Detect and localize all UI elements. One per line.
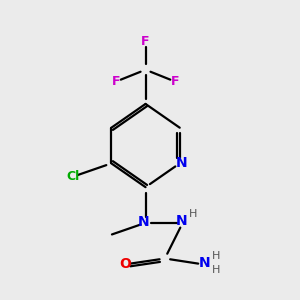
Text: H: H (212, 266, 220, 275)
Text: N: N (199, 256, 211, 270)
Text: N: N (176, 156, 187, 170)
Text: O: O (119, 257, 131, 272)
Text: N: N (137, 215, 149, 229)
Text: F: F (171, 75, 179, 88)
Text: F: F (141, 35, 150, 48)
Text: N: N (176, 214, 187, 228)
Text: Cl: Cl (66, 170, 79, 183)
Text: F: F (112, 75, 120, 88)
Text: H: H (212, 250, 220, 260)
Text: H: H (189, 209, 197, 220)
